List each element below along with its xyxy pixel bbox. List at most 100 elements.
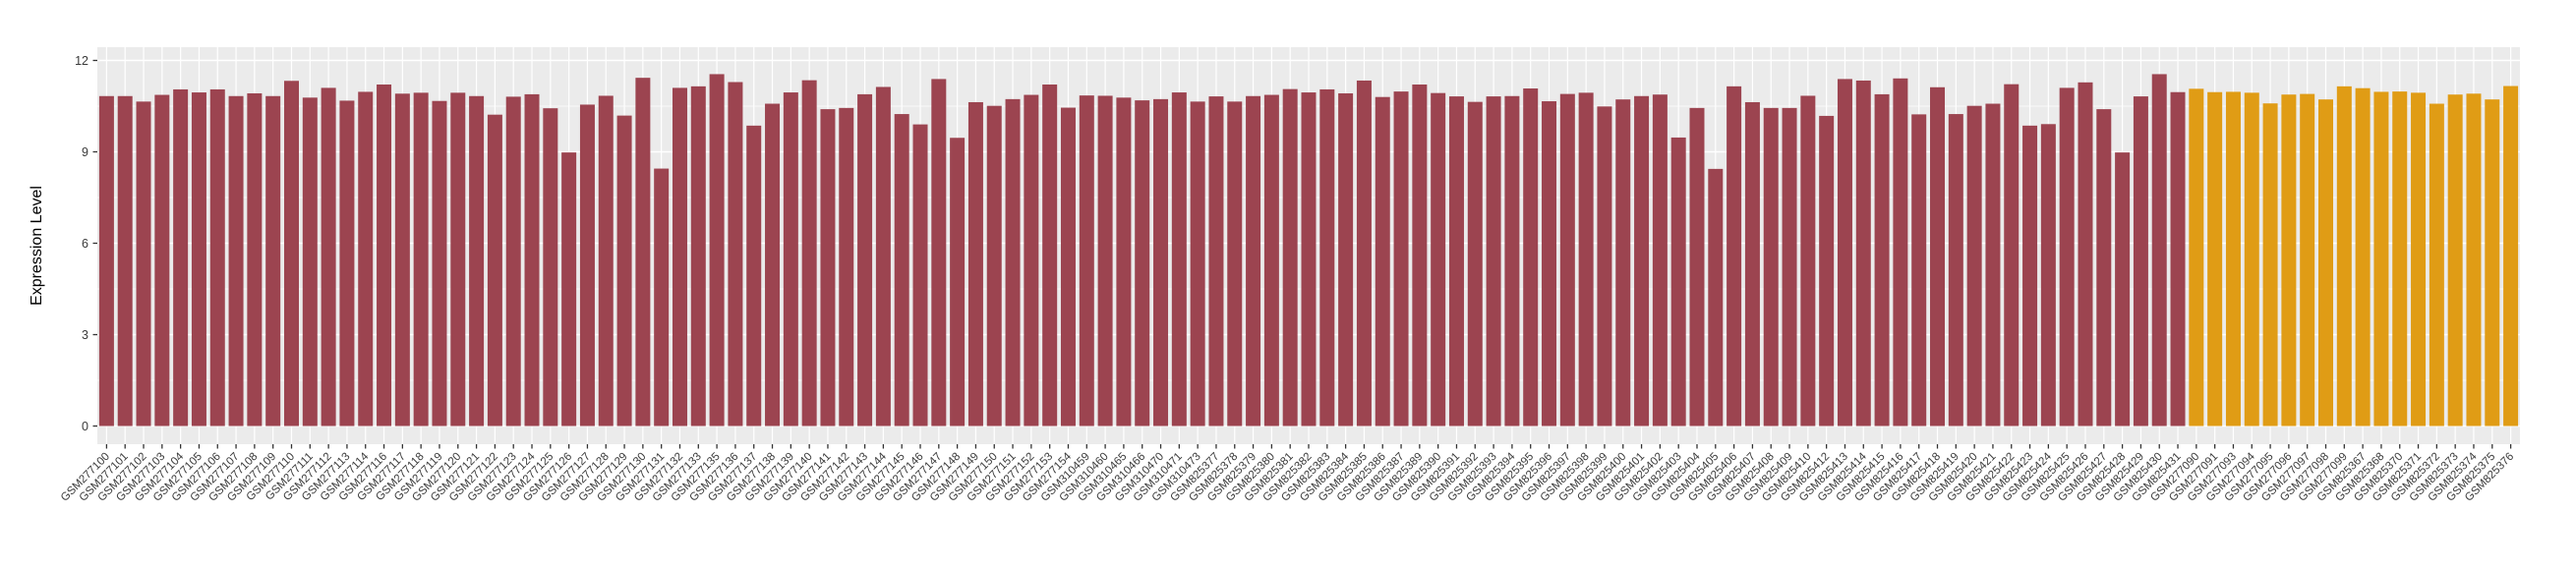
bar bbox=[1578, 92, 1594, 427]
bar bbox=[265, 95, 281, 427]
bar bbox=[2059, 87, 2075, 427]
bar bbox=[191, 92, 206, 427]
bar bbox=[875, 86, 891, 427]
bar bbox=[1356, 80, 1372, 427]
bar bbox=[1800, 95, 1816, 427]
bar bbox=[1097, 95, 1113, 427]
bar bbox=[2429, 103, 2444, 427]
bar bbox=[2170, 91, 2186, 427]
bar bbox=[1542, 101, 1557, 427]
bar bbox=[302, 97, 318, 427]
bar bbox=[2262, 103, 2278, 427]
bar bbox=[450, 92, 466, 427]
bar bbox=[1393, 91, 1409, 427]
bar bbox=[413, 92, 429, 427]
bar bbox=[394, 93, 410, 427]
bar bbox=[339, 100, 355, 427]
bar bbox=[2040, 124, 2056, 427]
bar bbox=[117, 95, 133, 427]
bar bbox=[912, 124, 928, 427]
bar bbox=[690, 86, 706, 427]
bar bbox=[746, 125, 762, 427]
bar bbox=[1819, 115, 1835, 427]
bar bbox=[2336, 86, 2352, 427]
bar bbox=[2300, 93, 2315, 427]
bar bbox=[801, 80, 817, 427]
bar bbox=[1670, 137, 1686, 427]
bar bbox=[469, 95, 485, 427]
bar bbox=[1615, 99, 1631, 427]
bar bbox=[709, 74, 725, 427]
bar bbox=[2151, 74, 2167, 427]
bar bbox=[2078, 82, 2093, 427]
bar bbox=[2004, 84, 2020, 427]
y-tick-label: 9 bbox=[82, 145, 88, 159]
bar bbox=[2207, 91, 2223, 427]
bar bbox=[1727, 86, 1742, 427]
bar bbox=[1079, 95, 1094, 427]
bar bbox=[654, 168, 670, 427]
bar bbox=[1246, 95, 1261, 427]
y-tick-label: 0 bbox=[82, 420, 88, 433]
bar bbox=[2318, 99, 2334, 427]
bar bbox=[1782, 107, 1797, 427]
bar bbox=[543, 108, 558, 427]
bar bbox=[1005, 98, 1021, 427]
bar bbox=[1171, 92, 1187, 427]
bar bbox=[1153, 98, 1169, 427]
bar bbox=[1689, 107, 1705, 427]
bar bbox=[635, 78, 651, 427]
y-axis-title: Expression Level bbox=[29, 186, 45, 306]
bar bbox=[2225, 91, 2241, 427]
bar bbox=[1208, 96, 1224, 427]
bar bbox=[1597, 106, 1612, 427]
bar bbox=[950, 138, 966, 427]
bar bbox=[2355, 87, 2371, 427]
bar bbox=[136, 101, 151, 427]
bar bbox=[283, 81, 299, 427]
bar bbox=[2281, 94, 2297, 427]
bar bbox=[1948, 114, 1963, 427]
bar bbox=[377, 84, 392, 427]
bar bbox=[1448, 96, 1464, 427]
bar bbox=[1985, 103, 2001, 427]
bar bbox=[98, 95, 114, 427]
y-tick-label: 6 bbox=[82, 237, 88, 251]
bar bbox=[1652, 94, 1668, 427]
bar bbox=[1855, 80, 1871, 427]
bar bbox=[2485, 99, 2500, 427]
bar bbox=[765, 103, 781, 427]
bar bbox=[1893, 78, 1908, 427]
axis-ticks bbox=[92, 59, 2512, 449]
bar bbox=[857, 93, 873, 427]
bar bbox=[321, 87, 336, 427]
bar bbox=[1282, 88, 1298, 427]
bar bbox=[209, 88, 225, 427]
bar bbox=[1263, 94, 1279, 427]
bar bbox=[1301, 92, 1317, 427]
bar bbox=[228, 95, 244, 427]
bar bbox=[1135, 100, 1150, 427]
bar bbox=[894, 114, 909, 427]
bar bbox=[1338, 92, 1354, 427]
bar bbox=[1060, 107, 1076, 427]
bar bbox=[1523, 88, 1539, 427]
bar bbox=[1431, 92, 1446, 427]
bar bbox=[1042, 84, 1058, 427]
bar bbox=[820, 109, 836, 427]
bar bbox=[1467, 101, 1483, 427]
bar bbox=[1708, 168, 1724, 427]
bar bbox=[173, 88, 189, 427]
bar bbox=[839, 107, 854, 427]
bar bbox=[154, 94, 170, 427]
bar bbox=[2503, 86, 2519, 427]
bar bbox=[1744, 101, 1760, 427]
bar bbox=[524, 93, 540, 427]
bar bbox=[1874, 93, 1890, 427]
y-tick-label: 12 bbox=[75, 54, 88, 68]
bar bbox=[2115, 152, 2131, 427]
bar bbox=[579, 104, 595, 427]
bar bbox=[2022, 125, 2038, 427]
